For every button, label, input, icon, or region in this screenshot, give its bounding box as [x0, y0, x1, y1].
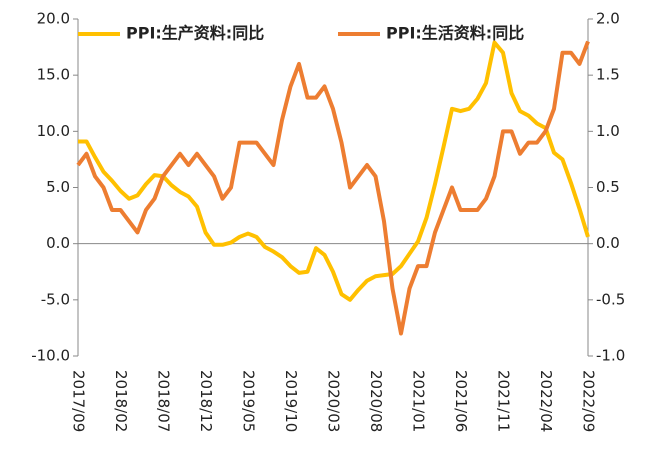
legend-label: PPI:生活资料:同比 — [386, 24, 524, 43]
x-tick-label: 2022/04 — [537, 370, 555, 432]
y2-tick-label: 1.5 — [596, 66, 620, 84]
x-tick-label: 2019/10 — [282, 370, 300, 432]
y-tick-label: 15.0 — [37, 66, 70, 84]
x-tick-label: 2020/08 — [367, 370, 385, 432]
y-tick-label: -5.0 — [41, 290, 70, 308]
y2-tick-label: 2.0 — [596, 10, 620, 28]
y-tick-label: -10.0 — [31, 347, 70, 365]
x-tick-label: 2020/03 — [325, 370, 343, 432]
y-tick-label: 20.0 — [37, 10, 70, 28]
x-tick-label: 2018/02 — [112, 370, 130, 432]
x-tick-label: 2021/11 — [495, 370, 513, 432]
y2-tick-label: -0.5 — [596, 290, 625, 308]
x-tick-label: 2022/09 — [580, 370, 598, 432]
y2-tick-label: -1.0 — [596, 347, 625, 365]
y2-tick-label: 1.0 — [596, 122, 620, 140]
series-line — [76, 40, 590, 336]
x-tick-label: 2018/12 — [197, 370, 215, 432]
x-tick-label: 2019/05 — [240, 370, 258, 432]
x-tick-label: 2017/09 — [70, 370, 88, 432]
y2-tick-label: 0.0 — [596, 234, 620, 252]
y-tick-label: 0.0 — [46, 234, 70, 252]
x-tick-label: 2018/07 — [155, 370, 173, 432]
y-tick-label: 5.0 — [46, 178, 70, 196]
series-line — [78, 40, 590, 302]
x-tick-label: 2021/06 — [452, 370, 470, 432]
y-tick-label: 10.0 — [37, 122, 70, 140]
y2-tick-label: 0.5 — [596, 178, 620, 196]
legend-label: PPI:生产资料:同比 — [126, 24, 264, 43]
x-tick-label: 2021/01 — [410, 370, 428, 432]
